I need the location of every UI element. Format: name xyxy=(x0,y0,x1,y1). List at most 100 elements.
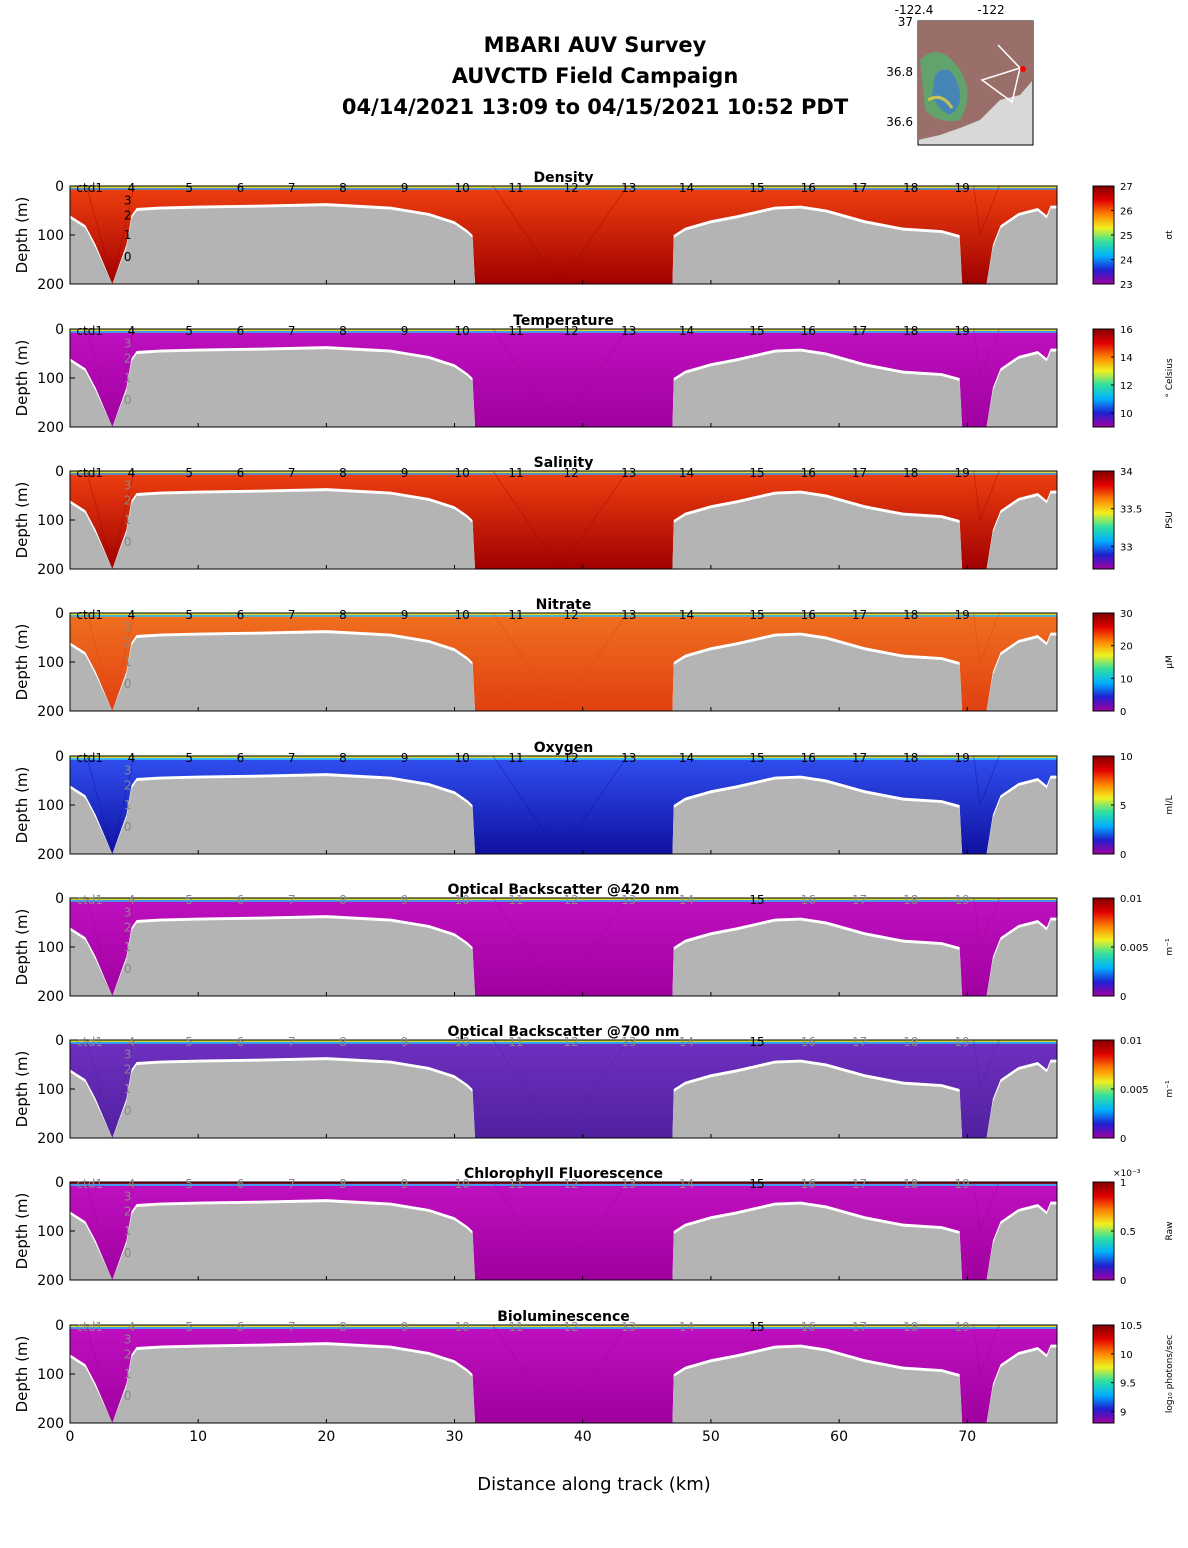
y-tick-label: 0 xyxy=(55,1175,64,1191)
y-tick-label: 200 xyxy=(37,562,64,578)
dive-profile xyxy=(86,756,1000,854)
colorbar-tick-label: 0.01 xyxy=(1120,1036,1142,1047)
deep-profile-label: 3 xyxy=(124,621,132,635)
seafloor xyxy=(70,776,1057,854)
profile-label: 10 xyxy=(455,1177,470,1191)
deep-profile-label: 0 xyxy=(124,1246,132,1260)
y-axis-label: Depth (m) xyxy=(13,340,31,417)
profile-label: 9 xyxy=(401,1177,409,1191)
profile-label: 17 xyxy=(852,1177,867,1191)
profile-label: 8 xyxy=(339,1035,347,1049)
profile-label: 19 xyxy=(954,751,969,765)
profile-label: 15 xyxy=(749,608,764,622)
profile-label: 6 xyxy=(237,466,245,480)
section-panel xyxy=(69,185,1115,285)
heatmap-surface-line xyxy=(70,1325,1057,1327)
profile-label: 14 xyxy=(679,608,694,622)
profile-label: 10 xyxy=(455,1320,470,1334)
inset-lat-tick: 36.8 xyxy=(886,65,913,79)
colorbar-tick-label: 0.005 xyxy=(1120,943,1149,954)
y-tick-label: 100 xyxy=(37,1082,64,1098)
y-tick-label: 100 xyxy=(37,940,64,956)
profile-label: 11 xyxy=(508,466,523,480)
profile-label: 11 xyxy=(508,608,523,622)
deep-profile-label: 3 xyxy=(124,1333,132,1347)
profile-label: 11 xyxy=(508,1320,523,1334)
heatmap-water-column xyxy=(70,756,1057,854)
profile-label: 13 xyxy=(621,608,636,622)
deep-profile-label: 2 xyxy=(124,1204,132,1218)
y-tick-label: 0 xyxy=(55,179,64,195)
profile-label: 18 xyxy=(903,893,918,907)
deep-profile-label: 3 xyxy=(124,906,132,920)
x-tick-label: 20 xyxy=(317,1429,335,1445)
deep-profile-label: 0 xyxy=(124,535,132,549)
panel-title: Bioluminescence xyxy=(497,1309,630,1325)
y-tick-label: 0 xyxy=(55,749,64,765)
section-panel xyxy=(69,1039,1115,1139)
profile-label: 9 xyxy=(401,1035,409,1049)
deep-profile-label: 2 xyxy=(124,208,132,222)
dive-profile xyxy=(86,613,1000,711)
profile-label: 10 xyxy=(455,893,470,907)
profile-label: 8 xyxy=(339,1320,347,1334)
seafloor xyxy=(70,206,1057,284)
profile-label: ctd1 xyxy=(76,1177,103,1191)
deep-profile-label: 1 xyxy=(124,798,132,812)
colorbar-tick-label: 24 xyxy=(1120,256,1133,267)
section-panel xyxy=(69,612,1115,712)
profile-label: 9 xyxy=(401,893,409,907)
colorbar-tick-label: 27 xyxy=(1120,182,1133,193)
heatmap-surface-line xyxy=(70,471,1057,473)
profile-label: 5 xyxy=(185,751,193,765)
colorbar xyxy=(1092,185,1115,285)
colorbar-label: m⁻¹ xyxy=(1165,938,1175,956)
profile-label: 16 xyxy=(801,1177,816,1191)
profile-label: 16 xyxy=(801,608,816,622)
profile-label: 14 xyxy=(679,1035,694,1049)
deep-profile-label: 1 xyxy=(124,940,132,954)
dive-profile xyxy=(86,329,1000,427)
seafloor xyxy=(70,491,1057,569)
deep-profile-label: 2 xyxy=(124,1347,132,1361)
y-tick-label: 100 xyxy=(37,371,64,387)
profile-label: 15 xyxy=(749,466,764,480)
deep-profile-label: 3 xyxy=(124,764,132,778)
colorbar-label: ml/L xyxy=(1165,795,1175,814)
y-tick-label: 100 xyxy=(37,655,64,671)
profile-label: 12 xyxy=(564,608,579,622)
profile-label: 4 xyxy=(128,1320,136,1334)
colorbar-tick-label: 10 xyxy=(1120,752,1133,763)
title-line-2: AUVCTD Field Campaign xyxy=(451,64,739,88)
colorbar xyxy=(1092,755,1115,855)
panel-title: Nitrate xyxy=(536,597,592,613)
profile-label: 4 xyxy=(128,893,136,907)
profile-label: 12 xyxy=(564,181,579,195)
profile-label: 5 xyxy=(185,324,193,338)
profile-label: 19 xyxy=(954,324,969,338)
inset-terrain-ridge xyxy=(927,95,954,109)
y-axis-label: Depth (m) xyxy=(13,909,31,986)
profile-label: 16 xyxy=(801,893,816,907)
deep-profile-label: 1 xyxy=(124,1082,132,1096)
y-tick-label: 0 xyxy=(55,891,64,907)
deep-profile-label: 3 xyxy=(124,1048,132,1062)
deep-profile-label: 0 xyxy=(124,677,132,691)
deep-profile-label: 1 xyxy=(124,513,132,527)
panel-title: Salinity xyxy=(534,455,594,471)
profile-label: 4 xyxy=(128,466,136,480)
colorbar-tick-label: 14 xyxy=(1120,353,1133,364)
profile-label: 12 xyxy=(564,893,579,907)
seafloor xyxy=(70,349,1057,427)
colorbar-label: σt xyxy=(1165,230,1175,240)
profile-label: ctd1 xyxy=(76,1320,103,1334)
profile-label: 5 xyxy=(185,466,193,480)
profile-label: 8 xyxy=(339,181,347,195)
y-tick-label: 0 xyxy=(55,1318,64,1334)
colorbar-tick-label: 9.5 xyxy=(1120,1379,1136,1390)
profile-label: 9 xyxy=(401,466,409,480)
profile-label: ctd1 xyxy=(76,893,103,907)
colorbar xyxy=(1092,1181,1115,1281)
deep-profile-label: 3 xyxy=(124,194,132,208)
profile-label: 13 xyxy=(621,751,636,765)
